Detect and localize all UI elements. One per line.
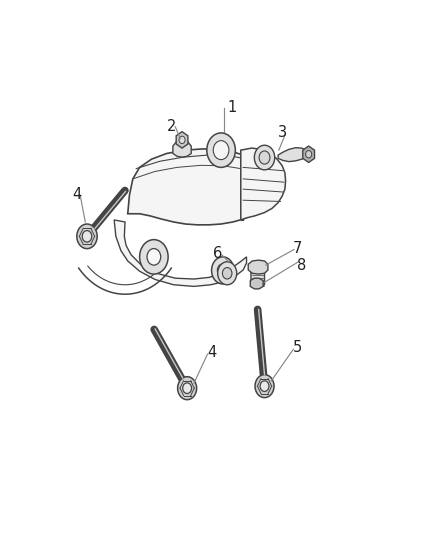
- Text: 6: 6: [212, 246, 222, 261]
- Text: 8: 8: [297, 257, 307, 272]
- Circle shape: [254, 145, 275, 170]
- Polygon shape: [251, 266, 265, 288]
- Circle shape: [223, 268, 232, 279]
- Text: 3: 3: [278, 125, 287, 140]
- Circle shape: [260, 381, 269, 391]
- Circle shape: [306, 150, 312, 158]
- Text: 4: 4: [72, 187, 81, 202]
- Text: 1: 1: [228, 100, 237, 115]
- Circle shape: [213, 141, 229, 159]
- Text: 7: 7: [293, 241, 302, 256]
- Polygon shape: [114, 220, 247, 286]
- Polygon shape: [248, 260, 268, 274]
- Circle shape: [255, 375, 274, 398]
- Circle shape: [207, 133, 235, 167]
- Circle shape: [212, 257, 234, 284]
- Text: 5: 5: [293, 341, 302, 356]
- Text: 4: 4: [207, 345, 216, 360]
- Polygon shape: [241, 148, 286, 220]
- Circle shape: [183, 383, 191, 393]
- Circle shape: [147, 248, 161, 265]
- Circle shape: [140, 240, 168, 274]
- Circle shape: [218, 262, 237, 285]
- Polygon shape: [250, 278, 263, 289]
- Circle shape: [179, 136, 185, 143]
- Polygon shape: [176, 132, 188, 148]
- Circle shape: [217, 264, 228, 277]
- Polygon shape: [303, 146, 314, 163]
- Circle shape: [259, 151, 270, 164]
- Circle shape: [77, 224, 97, 248]
- Polygon shape: [128, 149, 270, 225]
- Text: 2: 2: [167, 119, 176, 134]
- Circle shape: [82, 231, 92, 242]
- Polygon shape: [173, 140, 191, 157]
- Polygon shape: [278, 148, 307, 161]
- Circle shape: [178, 377, 197, 400]
